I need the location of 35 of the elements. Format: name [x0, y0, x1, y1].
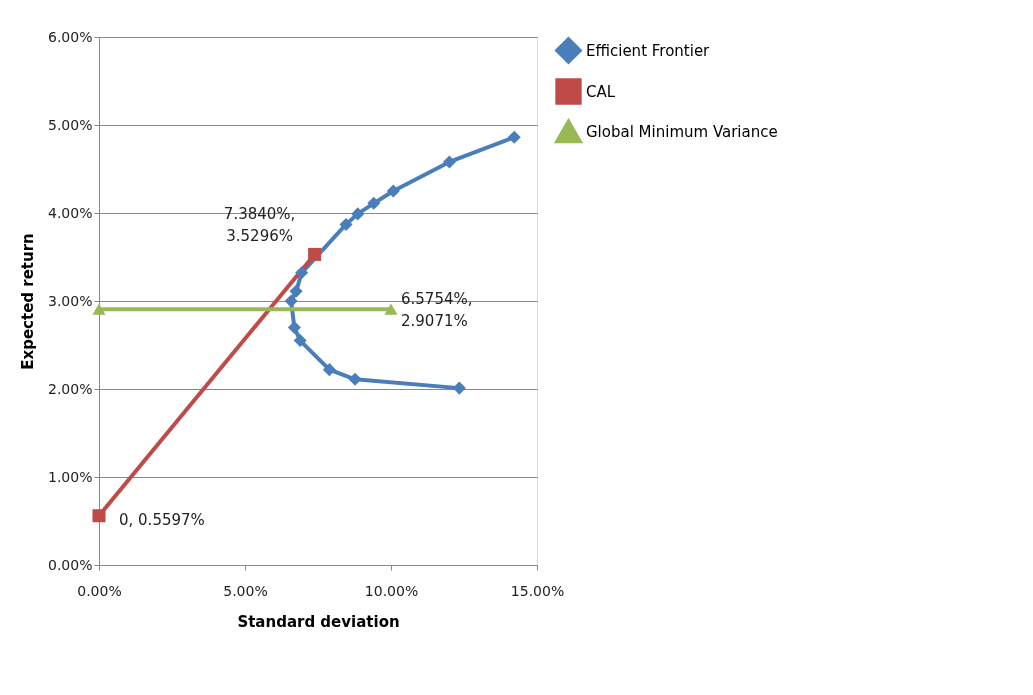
legend-label: Global Minimum Variance	[586, 122, 778, 141]
x-axis-title: Standard deviation	[237, 612, 400, 631]
y-tick-label: 3.00%	[48, 292, 93, 309]
point	[287, 320, 301, 334]
point	[507, 130, 521, 144]
annotation: 6.5754%, 2.9071%	[401, 290, 473, 331]
y-tick-label: 2.00%	[48, 380, 93, 397]
y-tick-label: 6.00%	[48, 28, 93, 45]
point	[295, 266, 309, 280]
point	[322, 363, 336, 377]
y-tick-label: 5.00%	[48, 116, 93, 133]
x-tick-label: 15.00%	[510, 582, 565, 599]
legend-label: Efficient Frontier	[586, 41, 711, 60]
point	[367, 196, 381, 210]
point	[339, 217, 353, 231]
point	[284, 294, 298, 308]
point	[452, 381, 466, 395]
y-tick-label: 0.00%	[48, 556, 93, 573]
annotation: 0, 0.5597%	[119, 510, 205, 529]
x-tick-label: 0.00%	[77, 582, 122, 599]
y-tick-label: 4.00%	[48, 204, 93, 221]
legend-label: CAL	[586, 82, 616, 101]
point	[442, 155, 456, 169]
x-tick-label: 5.00%	[223, 582, 268, 599]
y-tick-label: 1.00%	[48, 468, 93, 485]
x-tick-label: 10.00%	[364, 582, 419, 599]
point	[293, 334, 307, 348]
point	[348, 372, 362, 386]
point	[308, 247, 322, 261]
point	[92, 509, 106, 523]
y-axis-title: Expected return	[19, 233, 38, 370]
point	[351, 207, 365, 221]
point	[386, 184, 400, 198]
point	[289, 284, 303, 298]
annotation: 7.3840%, 3.5296%	[223, 205, 296, 246]
